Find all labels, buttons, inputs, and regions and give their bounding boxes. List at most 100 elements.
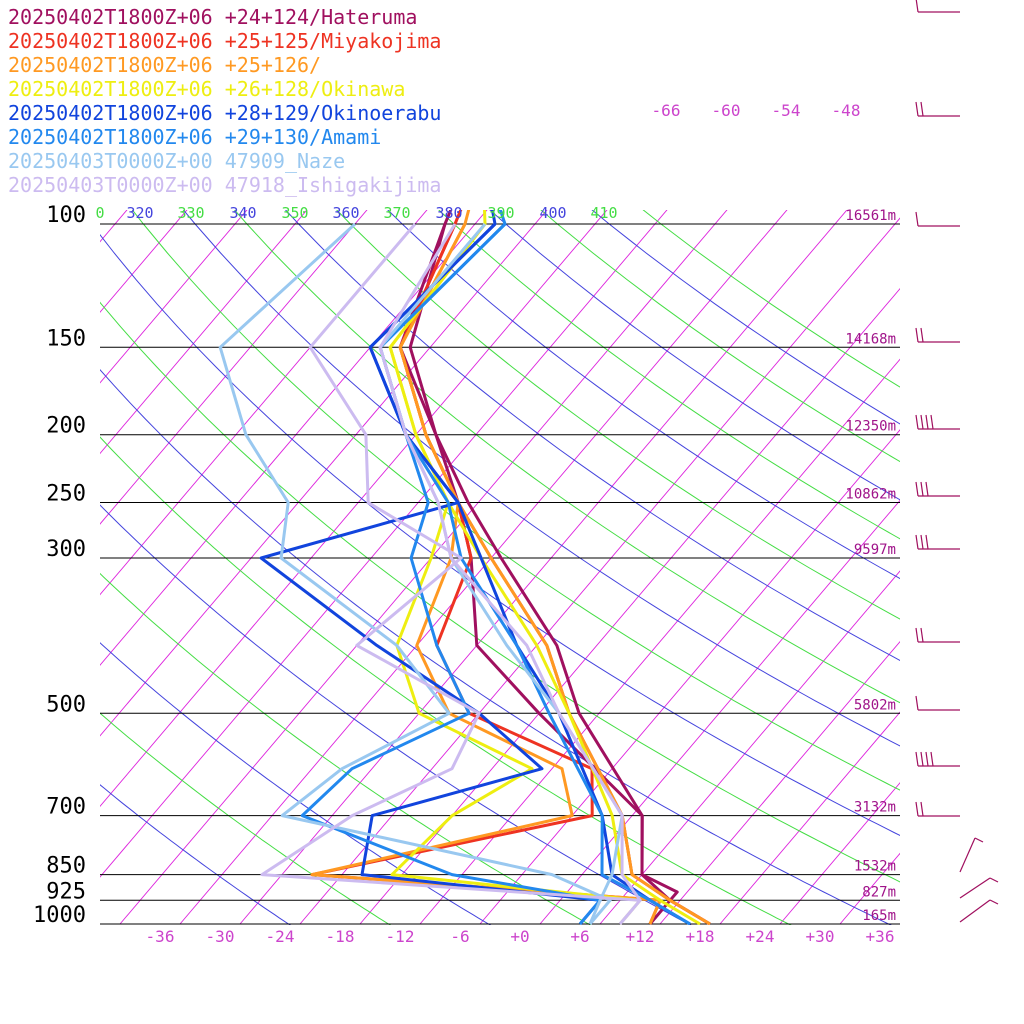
wind-barb-feather — [920, 414, 924, 430]
wind-barb-feather — [915, 801, 919, 817]
temperature-line-0 — [408, 210, 711, 925]
height-label: 16561m — [845, 208, 896, 224]
pressure-tick-label: 1000 — [33, 903, 86, 928]
wind-barb-feather — [930, 751, 934, 767]
isotherm-line — [100, 210, 248, 384]
wind-barb — [915, 627, 960, 643]
moist-adiabat-line — [100, 436, 792, 925]
height-label: 10862m — [845, 487, 896, 503]
dry-adiabat-line — [100, 504, 692, 925]
legend-entry: 20250402T1800Z+06 +25+125/Miyakojima — [8, 29, 441, 53]
dry-adiabat-line — [489, 210, 900, 501]
pressure-tick-label: 250 — [46, 482, 86, 507]
wind-barb-feather — [974, 837, 984, 843]
dry-adiabat-line — [182, 210, 900, 747]
isotherm-line — [100, 210, 488, 666]
wind-barb-feather — [915, 751, 919, 767]
legend-entry: 20250402T1800Z+06 +29+130/Amami — [8, 125, 381, 149]
isotherm-line — [899, 923, 900, 924]
wind-barb — [915, 414, 960, 430]
dewpoint-line-3 — [388, 223, 642, 925]
isotherm-line — [299, 217, 900, 925]
theta-label: 330 — [177, 204, 204, 222]
temperature-line-7 — [378, 223, 642, 925]
height-label: 14168m — [845, 331, 896, 347]
height-label: 9597m — [854, 542, 896, 558]
pressure-tick-label: 300 — [46, 537, 86, 562]
isotherm-line — [100, 210, 548, 737]
theta-label: 350 — [281, 204, 308, 222]
legend-entry: 20250403T0000Z+00 47918_Ishigakijima — [8, 173, 441, 197]
isotherm-line — [719, 711, 900, 925]
wind-barb-feather — [915, 0, 919, 13]
legend-entry: 20250402T1800Z+06 +24+124/Hateruma — [8, 5, 417, 29]
isotherm-line — [599, 570, 900, 925]
pressure-tick-label: 100 — [46, 203, 86, 228]
pressure-tick-label: 200 — [46, 414, 86, 439]
moist-adiabat-line — [540, 210, 900, 463]
wind-barb — [959, 899, 999, 923]
wind-barb-feather — [915, 695, 919, 711]
wind-barb-feather — [920, 327, 924, 343]
wind-barb-feather — [915, 627, 919, 643]
moist-adiabat-line — [642, 210, 900, 388]
wind-barb-feather — [915, 101, 919, 117]
pressure-tick-label: 500 — [46, 692, 86, 717]
theta-label: 410 — [590, 204, 617, 222]
temperature-tick-label: +12 — [626, 927, 655, 946]
isotherm-line — [239, 210, 848, 925]
temperature-tick-label: +18 — [686, 927, 715, 946]
wind-barb — [915, 695, 960, 711]
isotherm-line — [100, 210, 368, 525]
temperature-tick-label: -6 — [450, 927, 469, 946]
wind-barbs — [915, 0, 999, 923]
isotherm-line — [100, 210, 608, 808]
temperature-tick-label: +30 — [806, 927, 835, 946]
isotherm-line — [659, 640, 900, 925]
wind-barb-feather — [915, 414, 919, 430]
wind-barb-shaft — [959, 877, 991, 899]
dewpoint-line-2 — [310, 223, 662, 925]
theta-label: 320 — [126, 204, 153, 222]
wind-barb-feather — [925, 481, 929, 497]
theta-label: 380 — [435, 204, 462, 222]
wind-barb-shaft — [959, 899, 991, 923]
legend-entry: 20250403T0000Z+00 47909_Naze — [8, 149, 345, 173]
wind-barb-feather — [915, 327, 919, 343]
wind-barb-feather — [925, 751, 929, 767]
chart-legend: 20250402T1800Z+06 +24+124/Hateruma202504… — [8, 5, 441, 197]
dewpoint-line-7 — [260, 223, 642, 925]
moist-adiabat-line — [131, 210, 900, 791]
wind-barb-feather — [915, 481, 919, 497]
theta-label: 370 — [383, 204, 410, 222]
wind-barb-feather — [915, 534, 919, 550]
mixing-ratio-label: -60 — [712, 101, 741, 120]
pressure-tick-label: 925 — [46, 879, 86, 904]
wind-barb-feather — [920, 627, 924, 643]
isotherm-line — [100, 210, 188, 313]
wind-barb-feather — [989, 877, 999, 883]
isotherm-line — [1020, 208, 1024, 924]
wind-barb — [915, 534, 960, 550]
dry-adiabat-line — [591, 210, 900, 425]
wind-barb-feather — [920, 481, 924, 497]
pressure-tick-label: 700 — [46, 795, 86, 820]
theta-label: 340 — [229, 204, 256, 222]
legend-entry: 20250402T1800Z+06 +25+126/ — [8, 53, 321, 77]
dry-adiabat-line — [100, 368, 892, 925]
wind-barb — [915, 211, 960, 227]
isotherm-line — [100, 210, 668, 878]
temperature-line-3 — [388, 210, 701, 925]
wind-barb — [915, 0, 960, 13]
theta-label: 400 — [539, 204, 566, 222]
isotherm-line — [119, 210, 728, 925]
wind-barb — [915, 751, 960, 767]
mixing-ratio-label: -66 — [652, 101, 681, 120]
wind-barb-feather — [920, 534, 924, 550]
dewpoint-line-4 — [259, 222, 602, 925]
temperature-tick-label: +24 — [746, 927, 775, 946]
legend-entry: 20250402T1800Z+06 +26+128/Okinawa — [8, 77, 405, 101]
height-label: 12350m — [845, 419, 896, 435]
